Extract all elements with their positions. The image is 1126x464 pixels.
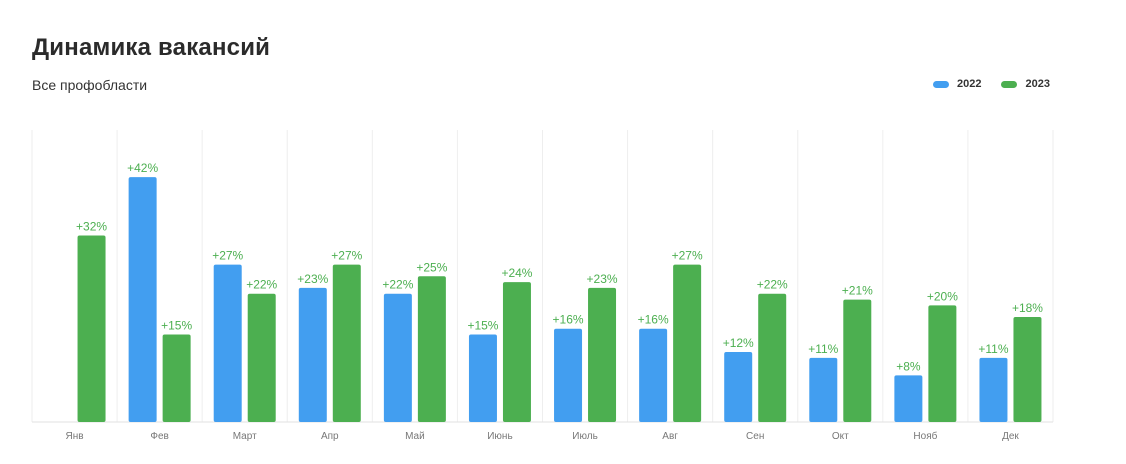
data-label-2022-Май: +22% xyxy=(382,278,413,292)
bar-2022-Июнь[interactable] xyxy=(468,334,497,422)
data-label-2023-Июнь: +24% xyxy=(501,266,532,280)
x-tick-label: Янв xyxy=(66,431,84,442)
bar-2022-Май[interactable] xyxy=(383,293,412,422)
data-label-2022-Нояб: +8% xyxy=(896,359,921,373)
x-tick-label: Июль xyxy=(572,431,598,442)
bar-2023-Сен[interactable] xyxy=(758,293,787,422)
data-label-2022-Окт: +11% xyxy=(808,342,838,356)
data-label-2022-Фев: +42% xyxy=(127,161,158,175)
data-label-2023-Янв: +32% xyxy=(76,219,107,233)
data-label-2023-Дек: +18% xyxy=(1012,301,1043,315)
x-tick-label: Апр xyxy=(321,431,339,442)
legend-swatch-2022 xyxy=(933,80,949,88)
x-tick-label: Дек xyxy=(1002,431,1019,442)
x-tick-label: Сен xyxy=(746,431,764,442)
data-label-2023-Авг: +27% xyxy=(672,249,703,263)
bar-2022-Март[interactable] xyxy=(213,264,242,422)
bar-2022-Авг[interactable] xyxy=(639,328,668,422)
legend-label-2022: 2022 xyxy=(957,78,982,90)
data-label-2022-Дек: +11% xyxy=(978,342,1008,356)
data-label-2023-Нояб: +20% xyxy=(927,289,958,303)
bar-2023-Март[interactable] xyxy=(247,293,276,422)
chart-subtitle: Все профобласти xyxy=(32,77,148,93)
data-label-2023-Фев: +15% xyxy=(161,319,192,333)
data-label-2023-Окт: +21% xyxy=(842,284,873,298)
x-tick-label: Июнь xyxy=(487,431,512,442)
bar-2023-Июль[interactable] xyxy=(588,287,617,422)
bar-2022-Окт[interactable] xyxy=(809,357,838,422)
bar-2022-Дек[interactable] xyxy=(979,357,1008,422)
legend-label-2023: 2023 xyxy=(1025,78,1050,90)
bar-2022-Нояб[interactable] xyxy=(894,375,923,422)
bar-2023-Авг[interactable] xyxy=(673,264,702,422)
chart-legend: 2022 2023 xyxy=(933,78,1050,90)
legend-item-2022[interactable]: 2022 xyxy=(933,78,981,90)
data-label-2022-Июль: +16% xyxy=(553,313,584,327)
x-tick-label: Март xyxy=(233,431,257,442)
data-label-2023-Июль: +23% xyxy=(587,272,618,286)
data-label-2023-Апр: +27% xyxy=(331,249,362,263)
bar-2023-Июнь[interactable] xyxy=(502,282,531,422)
bar-2023-Апр[interactable] xyxy=(332,264,361,422)
x-tick-label: Окт xyxy=(832,431,849,442)
x-tick-label: Май xyxy=(405,431,425,442)
x-tick-label: Нояб xyxy=(913,430,937,442)
x-tick-label: Фев xyxy=(150,431,168,442)
bar-2022-Фев[interactable] xyxy=(128,177,157,422)
bar-2022-Июль[interactable] xyxy=(554,328,583,422)
data-label-2022-Сен: +12% xyxy=(723,336,754,350)
data-label-2023-Март: +22% xyxy=(246,278,277,292)
bar-2023-Окт[interactable] xyxy=(843,299,872,422)
data-label-2023-Май: +25% xyxy=(416,260,447,274)
data-label-2022-Авг: +16% xyxy=(638,313,669,327)
chart-title: Динамика вакансий xyxy=(32,34,271,61)
data-label-2022-Июнь: +15% xyxy=(467,319,498,333)
bar-2023-Фев[interactable] xyxy=(162,334,191,422)
bar-2023-Янв[interactable] xyxy=(77,235,106,422)
bar-2023-Май[interactable] xyxy=(417,276,446,422)
data-label-2022-Март: +27% xyxy=(212,249,243,263)
data-label-2022-Апр: +23% xyxy=(297,272,328,286)
data-label-2023-Сен: +22% xyxy=(757,278,788,292)
bar-2022-Апр[interactable] xyxy=(298,287,327,422)
legend-swatch-2023 xyxy=(1001,80,1018,88)
x-tick-label: Авг xyxy=(662,431,678,442)
legend-item-2023[interactable]: 2023 xyxy=(1001,78,1050,90)
bar-2023-Нояб[interactable] xyxy=(928,305,957,422)
bar-2023-Дек[interactable] xyxy=(1013,317,1042,422)
bar-2022-Сен[interactable] xyxy=(724,352,753,422)
